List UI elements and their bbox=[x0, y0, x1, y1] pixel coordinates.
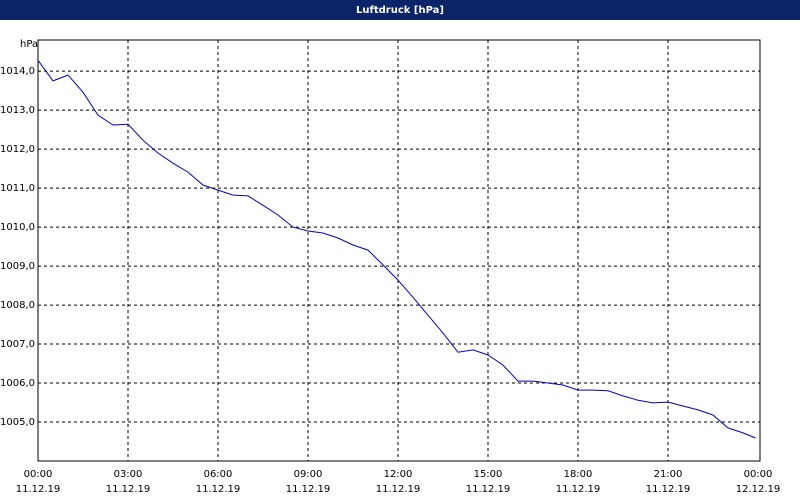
x-tick-date: 11.12.19 bbox=[646, 484, 691, 495]
y-unit: hPa bbox=[20, 39, 38, 50]
y-tick-label: 1014,0 bbox=[0, 66, 35, 77]
plot-area bbox=[37, 39, 761, 462]
x-tick-label: 15:00 bbox=[474, 469, 503, 480]
x-tick-date: 11.12.19 bbox=[466, 484, 511, 495]
x-tick-date: 11.12.19 bbox=[196, 484, 241, 495]
title-bar bbox=[0, 0, 800, 20]
x-tick-date: 11.12.19 bbox=[376, 484, 421, 495]
data-line bbox=[37, 60, 756, 439]
x-tick-label: 21:00 bbox=[654, 469, 683, 480]
y-tick-label: 1012,0 bbox=[0, 144, 35, 155]
x-tick-label: 06:00 bbox=[204, 469, 233, 480]
x-tick-date: 11.12.19 bbox=[16, 484, 61, 495]
y-tick-label: 1005,0 bbox=[0, 417, 35, 428]
x-tick-label: 18:00 bbox=[564, 469, 593, 480]
x-tick-label: 09:00 bbox=[294, 469, 323, 480]
y-tick-label: 1009,0 bbox=[0, 261, 35, 272]
y-tick-label: 1008,0 bbox=[0, 300, 35, 311]
y-tick-label: 1007,0 bbox=[0, 339, 35, 350]
x-tick-date: 11.12.19 bbox=[556, 484, 601, 495]
y-tick-label: 1006,0 bbox=[0, 378, 35, 389]
x-tick-date: 11.12.19 bbox=[106, 484, 151, 495]
x-tick-label: 12:00 bbox=[384, 469, 413, 480]
x-tick-date: 11.12.19 bbox=[286, 484, 331, 495]
x-tick-date: 12.12.19 bbox=[736, 484, 781, 495]
chart-title: Luftdruck [hPa] bbox=[356, 5, 444, 16]
x-tick-label: 00:00 bbox=[744, 469, 773, 480]
y-tick-label: 1013,0 bbox=[0, 105, 35, 116]
y-tick-label: 1010,0 bbox=[0, 222, 35, 233]
x-tick-label: 03:00 bbox=[114, 469, 143, 480]
y-tick-label: 1011,0 bbox=[0, 183, 35, 194]
x-tick-label: 00:00 bbox=[24, 469, 53, 480]
